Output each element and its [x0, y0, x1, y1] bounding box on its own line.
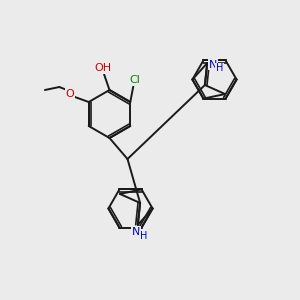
Text: N: N [208, 60, 217, 70]
Text: Cl: Cl [129, 75, 140, 85]
Text: O: O [66, 88, 74, 99]
Text: H: H [140, 231, 147, 241]
Text: H: H [216, 64, 224, 74]
Text: OH: OH [94, 63, 111, 73]
Text: N: N [132, 226, 140, 236]
